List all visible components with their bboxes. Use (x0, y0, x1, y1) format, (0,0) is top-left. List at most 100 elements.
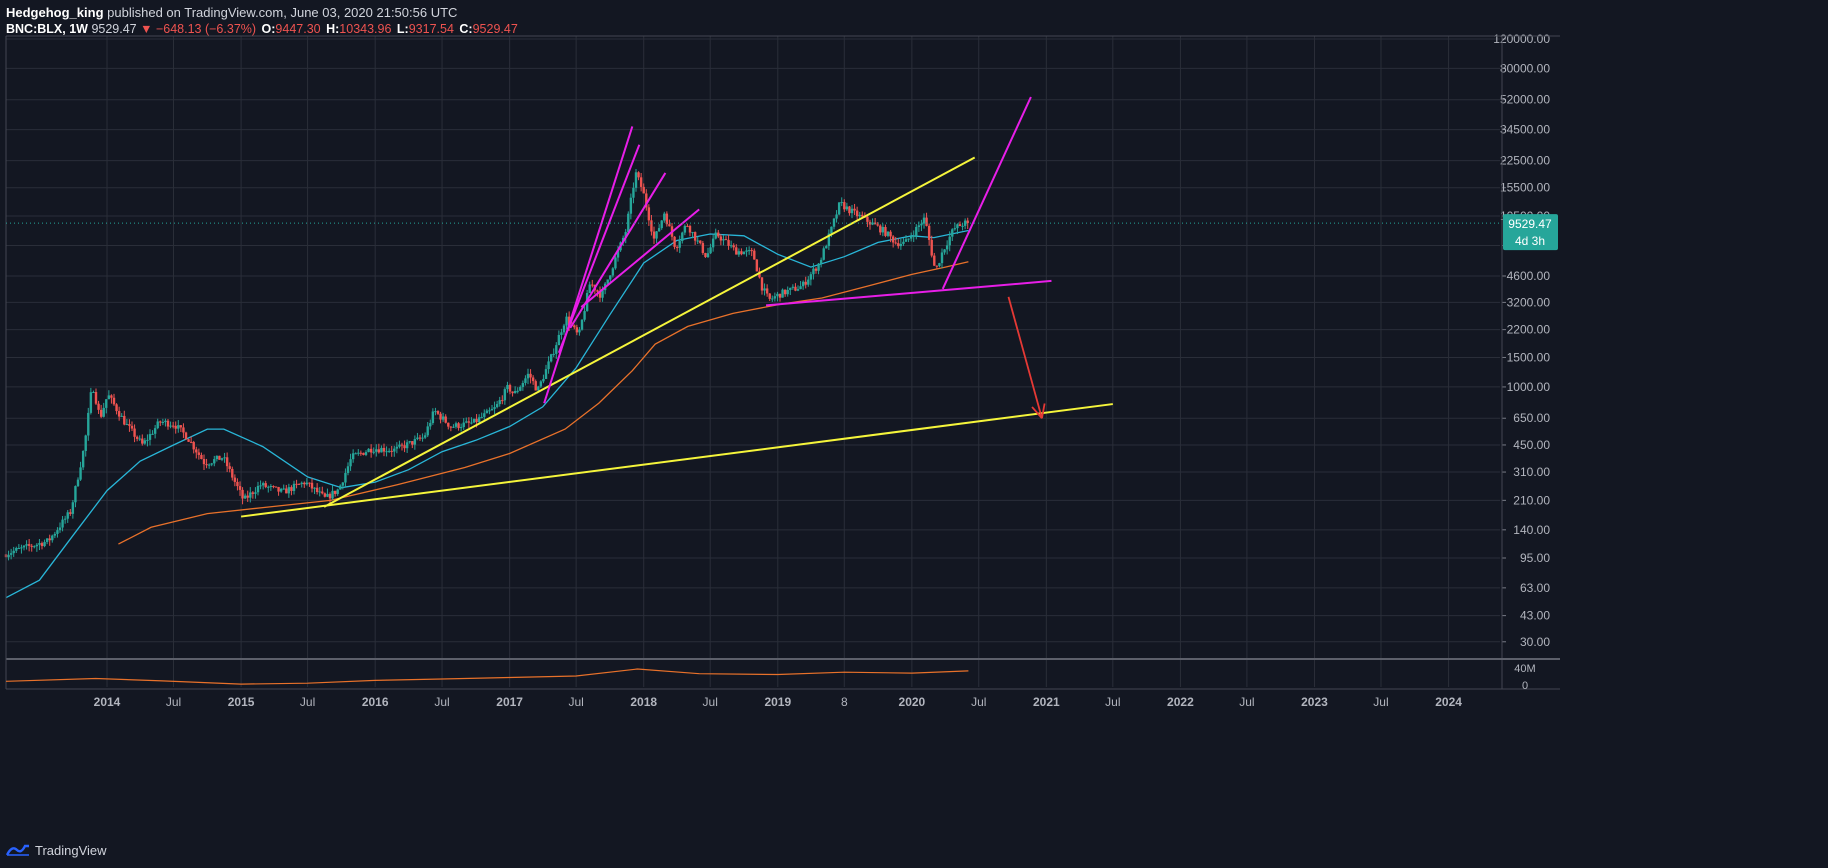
candle-up (102, 407, 105, 417)
candle-up (58, 527, 62, 531)
candle-down (297, 483, 301, 485)
candle-down (174, 425, 177, 429)
candle-down (377, 449, 381, 453)
candle-down (735, 247, 738, 255)
footer-brand[interactable]: TradingView (35, 842, 107, 858)
x-tick-label: Jul (971, 695, 986, 709)
candle-up (624, 232, 627, 238)
x-tick-label: 2024 (1435, 695, 1462, 709)
candle-up (506, 385, 509, 390)
candle-up (549, 354, 553, 362)
x-tick-label: 2021 (1033, 695, 1060, 709)
open-value: 9447.30 (275, 22, 321, 36)
candle-up (146, 439, 149, 441)
candle-up (256, 485, 260, 493)
candle-down (855, 210, 859, 217)
candle-down (192, 442, 195, 450)
candle-up (454, 423, 458, 427)
axes: 120000.00 80000.00 52000.00 34500.00 22500.0… (5, 32, 1560, 709)
candle-down (591, 284, 594, 286)
candle-up (485, 410, 489, 414)
candle-down (117, 411, 121, 417)
candle-down (197, 452, 201, 455)
candle-up (850, 208, 854, 214)
x-tick-label: Jul (300, 695, 315, 709)
candle-up (210, 463, 213, 465)
tradingview-logo-icon[interactable] (6, 843, 30, 857)
candle-down (69, 512, 72, 514)
candle-up (565, 316, 568, 326)
candle-up (426, 426, 429, 436)
candle-down (647, 207, 651, 221)
candle-up (354, 453, 357, 455)
candle-up (562, 325, 566, 333)
candle-down (750, 250, 753, 252)
symbol-label[interactable]: BNC:BLX, 1W (6, 22, 88, 36)
author-name[interactable]: Hedgehog_king (6, 5, 104, 20)
x-tick-label: 2019 (764, 695, 791, 709)
candle-down (449, 426, 453, 428)
candle-up (706, 253, 710, 258)
candle-down (251, 492, 255, 494)
candle-down (359, 452, 363, 454)
candle-up (840, 202, 843, 204)
candle-up (25, 544, 28, 546)
x-tick-label: 2015 (228, 695, 255, 709)
candle-up (961, 225, 964, 227)
candle-up (138, 438, 141, 440)
candle-down (740, 251, 743, 255)
candle-up (601, 290, 604, 298)
candle-up (15, 548, 18, 551)
down-arrow-icon: ▼ (140, 22, 153, 36)
candle-up (341, 482, 345, 486)
candle-down (27, 544, 31, 546)
candle-up (578, 329, 581, 333)
y-tick-label: 52000.00 (1500, 93, 1550, 107)
candle-up (7, 554, 10, 558)
volume-line (5, 668, 969, 685)
candle-up (858, 214, 861, 217)
candle-up (655, 231, 658, 239)
candle-up (465, 421, 468, 423)
candle-up (789, 287, 792, 290)
candle-up (745, 250, 748, 252)
candle-up (948, 236, 951, 246)
candle-up (105, 399, 108, 408)
volume-zero-label: 0 (1522, 680, 1528, 692)
candle-up (12, 550, 15, 554)
candle-up (269, 486, 273, 488)
candle-up (606, 279, 609, 284)
candle-down (321, 491, 324, 494)
candle-up (539, 381, 543, 387)
candle-up (634, 172, 638, 188)
candle-up (254, 492, 257, 494)
candle-down (184, 432, 188, 440)
candle-up (380, 447, 383, 453)
candle-up (169, 425, 172, 427)
candle-up (809, 274, 813, 280)
candle-down (218, 455, 221, 460)
candle-up (398, 444, 401, 447)
candle-up (292, 483, 296, 491)
candle-up (657, 228, 661, 232)
candle-up (89, 392, 93, 413)
y-tick-label: 15500.00 (1500, 181, 1550, 195)
candle-up (627, 213, 630, 233)
candle-up (822, 248, 825, 260)
x-tick-label: 8 (841, 695, 848, 709)
candle-up (434, 411, 437, 413)
candle-up (544, 369, 548, 379)
magenta-trendline (941, 96, 1032, 290)
candle-up (922, 217, 926, 224)
candle-up (912, 235, 915, 237)
candle-down (475, 418, 478, 423)
publish-header: Hedgehog_king published on TradingView.c… (6, 4, 457, 21)
candle-down (675, 246, 679, 248)
candle-down (778, 293, 782, 298)
low-value: 9317.54 (408, 22, 454, 36)
x-tick-label: Jul (1373, 695, 1388, 709)
candle-up (148, 434, 152, 440)
candle-down (369, 448, 373, 453)
